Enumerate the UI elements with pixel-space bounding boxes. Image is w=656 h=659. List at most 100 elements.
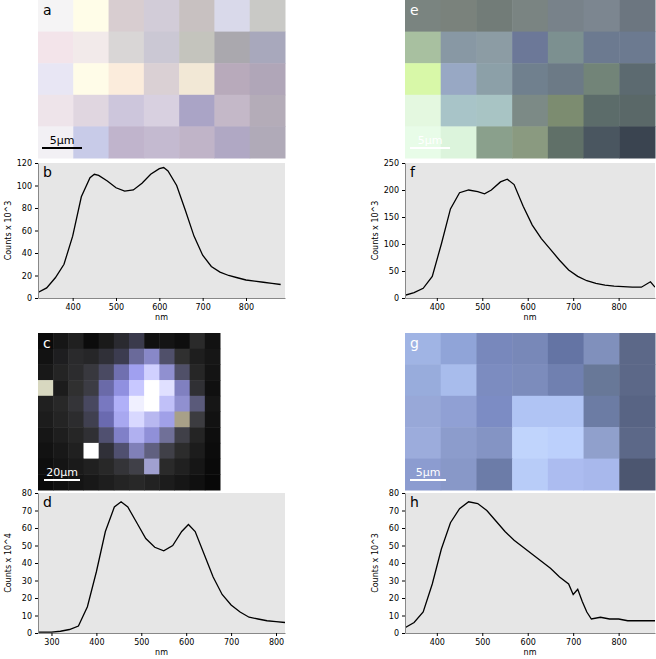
pixel xyxy=(99,443,115,459)
pixel xyxy=(250,0,286,32)
pixel xyxy=(68,412,84,428)
pixel xyxy=(584,396,620,428)
y-tick-label: 40 xyxy=(22,249,32,258)
pixel xyxy=(129,459,145,475)
y-axis-title: Counts x 10^4 xyxy=(4,533,13,593)
pixel xyxy=(619,459,655,491)
pixel xyxy=(548,126,584,158)
pixel xyxy=(175,427,191,443)
x-tick: 600 xyxy=(521,298,536,312)
panel-label: g xyxy=(410,335,419,351)
pixel xyxy=(584,32,620,64)
y-tick-label: 0 xyxy=(394,294,399,303)
pixel xyxy=(175,380,191,396)
pixel xyxy=(38,63,74,95)
y-tick-mark xyxy=(402,271,405,272)
pixel xyxy=(159,443,175,459)
pixel xyxy=(53,427,69,443)
pixel xyxy=(68,380,84,396)
x-tick-label: 800 xyxy=(611,638,626,647)
y-tick-label: 30 xyxy=(22,577,32,586)
pixel xyxy=(405,0,441,32)
y-tick-mark xyxy=(35,616,38,617)
pixel xyxy=(214,63,250,95)
x-tick-mark xyxy=(96,633,97,636)
pixel xyxy=(175,443,191,459)
pixel xyxy=(144,32,180,64)
x-tick-mark xyxy=(437,298,438,301)
y-tick: 60 xyxy=(389,524,405,533)
pixel xyxy=(205,349,221,365)
y-tick: 200 xyxy=(384,186,405,195)
pixel xyxy=(84,459,100,475)
y-tick-label: 40 xyxy=(22,559,32,568)
spectrum-line xyxy=(38,168,281,293)
y-tick-mark xyxy=(35,598,38,599)
plot-background xyxy=(405,163,655,298)
pixel xyxy=(405,333,441,365)
pixel xyxy=(205,474,221,490)
pixel xyxy=(441,126,477,158)
image-cells xyxy=(38,0,286,159)
panel-label: h xyxy=(410,494,419,510)
pixel xyxy=(175,349,191,365)
pixel xyxy=(476,333,512,365)
pixel xyxy=(441,364,477,396)
pixel xyxy=(38,412,54,428)
y-tick-label: 20 xyxy=(22,272,32,281)
pixel xyxy=(190,396,206,412)
x-tick-label: 600 xyxy=(521,638,536,647)
y-tick-label: 40 xyxy=(389,559,399,568)
pixel xyxy=(53,349,69,365)
pixel xyxy=(175,364,191,380)
pixel xyxy=(584,126,620,158)
pixel xyxy=(584,0,620,32)
y-tick: 70 xyxy=(389,507,405,516)
y-tick-label: 120 xyxy=(17,159,32,168)
y-tick: 50 xyxy=(22,542,38,551)
x-tick-label: 700 xyxy=(566,303,581,312)
pixel xyxy=(476,396,512,428)
pixel xyxy=(38,396,54,412)
x-tick: 400 xyxy=(430,298,445,312)
y-tick-mark xyxy=(402,493,405,494)
x-tick-label: 700 xyxy=(224,638,239,647)
x-tick-label: 600 xyxy=(179,638,194,647)
pixel xyxy=(144,126,180,158)
pixel xyxy=(548,333,584,365)
pixel xyxy=(179,126,215,158)
x-tick-label: 500 xyxy=(109,303,124,312)
y-axis: 020406080100120 xyxy=(17,159,39,303)
plot-area xyxy=(38,502,285,632)
pixel xyxy=(53,333,69,349)
y-tick-label: 60 xyxy=(389,524,399,533)
y-tick-mark xyxy=(402,616,405,617)
x-axis-title: nm xyxy=(524,648,537,657)
pixel xyxy=(175,412,191,428)
scale-bar xyxy=(410,479,446,481)
y-tick-label: 50 xyxy=(22,542,32,551)
x-tick-label: 400 xyxy=(66,303,81,312)
pixel xyxy=(619,427,655,459)
pixel xyxy=(68,364,84,380)
pixel xyxy=(584,333,620,365)
x-tick-label: 400 xyxy=(430,303,445,312)
y-tick-mark xyxy=(35,253,38,254)
x-tick: 500 xyxy=(134,633,149,647)
pixel xyxy=(99,474,115,490)
pixel xyxy=(38,95,74,127)
y-tick: 50 xyxy=(389,542,405,551)
pixel xyxy=(99,412,115,428)
pixel xyxy=(159,349,175,365)
pixel xyxy=(441,0,477,32)
y-tick-label: 200 xyxy=(384,186,399,195)
y-tick: 60 xyxy=(22,524,38,533)
x-tick-mark xyxy=(528,298,529,301)
y-tick: 30 xyxy=(389,577,405,586)
pixel xyxy=(38,126,74,158)
pixel xyxy=(250,32,286,64)
x-tick-mark xyxy=(573,298,574,301)
pixel xyxy=(214,32,250,64)
panel-label: f xyxy=(410,164,416,180)
pixel xyxy=(250,95,286,127)
